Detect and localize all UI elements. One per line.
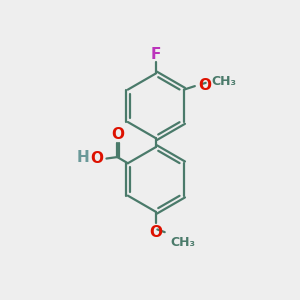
Text: O: O bbox=[149, 225, 162, 240]
Text: F: F bbox=[151, 47, 161, 62]
Text: CH₃: CH₃ bbox=[212, 75, 237, 88]
Text: CH₃: CH₃ bbox=[171, 236, 196, 249]
Text: O: O bbox=[111, 127, 124, 142]
Text: H: H bbox=[76, 150, 89, 165]
Text: O: O bbox=[90, 151, 103, 166]
Text: O: O bbox=[198, 78, 211, 93]
